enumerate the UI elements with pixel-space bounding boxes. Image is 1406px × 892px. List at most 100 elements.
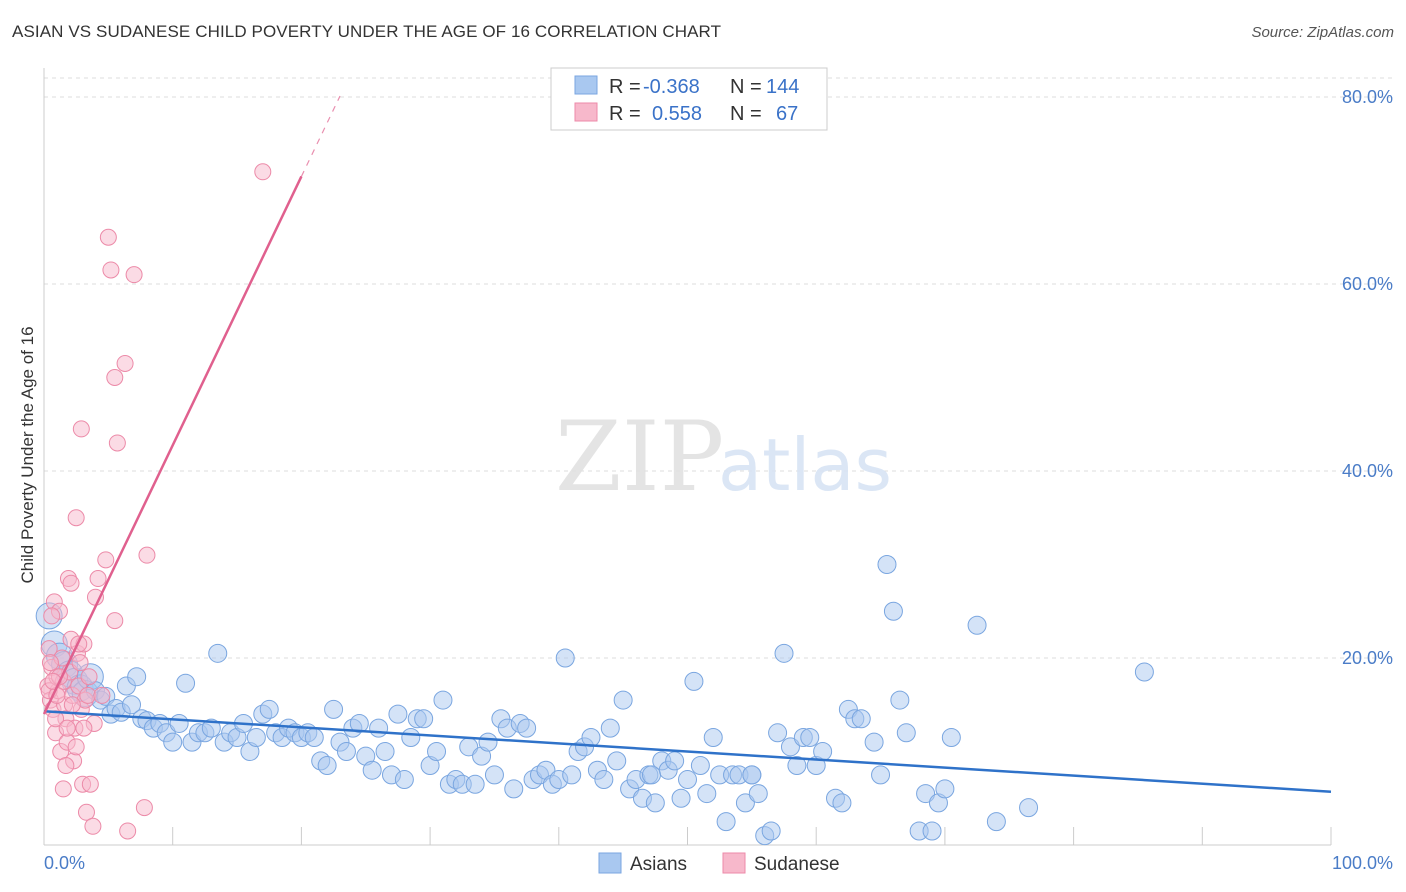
- point-asians: [742, 765, 762, 785]
- point-asians: [761, 821, 781, 841]
- point-sudanese: [71, 654, 89, 672]
- stats-legend-n-label-asians: N =: [730, 76, 762, 98]
- point-asians: [774, 643, 794, 663]
- point-asians: [517, 718, 537, 738]
- point-asians: [581, 727, 601, 747]
- point-asians: [600, 718, 620, 738]
- point-sudanese: [135, 799, 153, 817]
- point-asians: [478, 732, 498, 752]
- point-asians: [896, 723, 916, 743]
- point-asians: [246, 727, 266, 747]
- y-tick-label: 20.0%: [1342, 648, 1393, 668]
- point-sudanese: [58, 719, 76, 737]
- point-asians: [671, 788, 691, 808]
- point-asians: [122, 695, 142, 715]
- point-asians: [703, 727, 723, 747]
- watermark-zip: ZIP: [555, 401, 724, 513]
- trend-line-asians: [43, 710, 1332, 793]
- point-asians: [851, 709, 871, 729]
- point-asians: [768, 723, 788, 743]
- point-sudanese: [93, 686, 111, 704]
- y-tick-label: 40.0%: [1342, 461, 1393, 481]
- series-legend-swatch-asians: [598, 852, 622, 874]
- stats-legend-r-value-asians: -0.368: [643, 76, 700, 98]
- point-asians: [401, 727, 421, 747]
- chart-source: Source: ZipAtlas.com: [1251, 24, 1394, 41]
- point-asians: [163, 732, 183, 752]
- point-asians: [484, 765, 504, 785]
- point-asians: [922, 821, 942, 841]
- point-sudanese: [63, 696, 81, 714]
- point-sudanese: [67, 509, 85, 527]
- point-asians: [317, 756, 337, 776]
- point-sudanese: [254, 163, 272, 181]
- point-asians: [941, 727, 961, 747]
- point-sudanese: [41, 654, 59, 672]
- point-asians: [871, 765, 891, 785]
- stats-legend-swatch-asians: [574, 75, 598, 95]
- trend-line-sudanese: [42, 175, 303, 715]
- point-sudanese: [77, 803, 95, 821]
- point-asians: [362, 760, 382, 780]
- point-sudanese: [43, 607, 61, 625]
- point-asians: [169, 713, 189, 733]
- stats-legend-n-value-asians: 144: [766, 76, 799, 98]
- point-sudanese: [75, 719, 93, 737]
- y-tick-label: 60.0%: [1342, 274, 1393, 294]
- point-asians: [787, 756, 807, 776]
- point-asians: [427, 742, 447, 761]
- point-asians: [504, 779, 524, 799]
- point-asians: [336, 742, 356, 761]
- point-sudanese: [97, 551, 115, 569]
- trend-line-sudanese-extension: [300, 95, 341, 177]
- series-legend-label-sudanese: Sudanese: [754, 854, 840, 875]
- point-sudanese: [116, 354, 134, 372]
- point-asians: [697, 784, 717, 804]
- point-asians: [1019, 798, 1039, 818]
- series-sudanese-points: [39, 163, 272, 840]
- point-asians: [735, 793, 755, 813]
- series-legend-label-asians: Asians: [630, 854, 687, 875]
- point-asians: [127, 667, 147, 687]
- point-asians: [645, 793, 665, 813]
- point-asians: [864, 732, 884, 752]
- point-sudanese: [57, 757, 75, 775]
- watermark: ZIP atlas: [555, 401, 892, 513]
- point-asians: [800, 727, 820, 747]
- series-legend-swatch-sudanese: [722, 852, 746, 874]
- series-legend: Asians Sudanese: [598, 852, 840, 875]
- point-asians: [562, 765, 582, 785]
- x-tick-label-max: 100.0%: [1332, 853, 1393, 873]
- point-sudanese: [80, 668, 98, 686]
- point-asians: [176, 673, 196, 693]
- point-asians: [304, 727, 324, 747]
- point-asians: [813, 742, 833, 761]
- stats-legend-n-value-sudanese: 67: [776, 103, 798, 125]
- point-asians: [935, 779, 955, 799]
- point-asians: [716, 812, 736, 832]
- point-sudanese: [81, 775, 99, 793]
- point-sudanese: [106, 369, 124, 386]
- point-asians: [414, 709, 434, 729]
- point-asians: [201, 718, 221, 738]
- y-tick-labels: 20.0% 40.0% 60.0% 80.0%: [1342, 87, 1393, 668]
- point-asians: [394, 770, 414, 790]
- point-asians: [349, 713, 369, 733]
- point-asians: [883, 601, 903, 621]
- point-asians: [208, 643, 228, 663]
- point-asians: [890, 690, 910, 710]
- chart-title: ASIAN VS SUDANESE CHILD POVERTY UNDER TH…: [12, 22, 722, 41]
- point-asians: [690, 756, 710, 776]
- stats-legend-r-label-sudanese: R =: [609, 103, 641, 125]
- watermark-atlas: atlas: [718, 423, 892, 507]
- point-asians: [259, 699, 279, 719]
- stats-legend-r-value-sudanese: 0.558: [652, 103, 702, 125]
- point-asians: [665, 751, 685, 771]
- point-asians: [986, 812, 1006, 832]
- stats-legend: R = -0.368 N = 144 R = 0.558 N = 67: [550, 67, 828, 131]
- point-sudanese: [106, 612, 124, 630]
- point-asians: [684, 671, 704, 691]
- grid-lines: [44, 77, 1393, 659]
- point-asians: [678, 770, 697, 790]
